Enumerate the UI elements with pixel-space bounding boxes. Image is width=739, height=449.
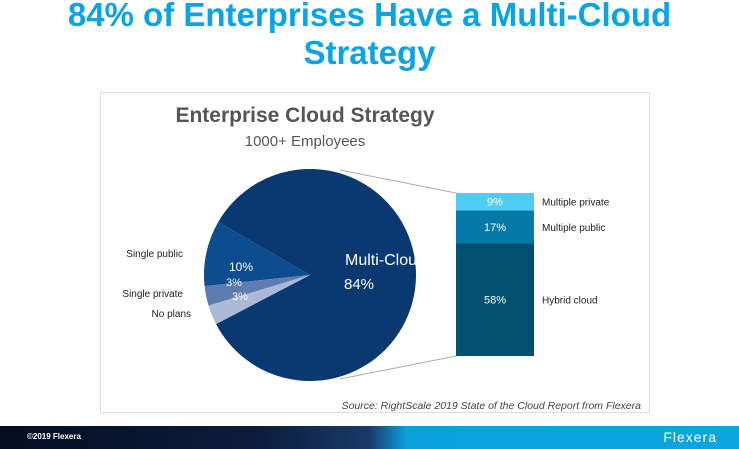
chart-subtitle: 1000+ Employees (245, 133, 366, 150)
slice-value-multi-cloud: 84% (344, 276, 374, 293)
bar-segment-label: Multiple private (542, 198, 610, 209)
bar-segment-value: 17% (484, 222, 506, 234)
slice-label: No plans (152, 309, 191, 320)
bar-segment-value: 9% (487, 197, 503, 209)
pie-slice-multi-cloud (216, 169, 416, 381)
slice-value: 10% (229, 260, 253, 274)
bar-segment-label: Hybrid cloud (542, 296, 598, 307)
bar-segment-multiple-private (456, 193, 534, 211)
bar-segment-label: Multiple public (542, 223, 605, 234)
connector-line-bottom (339, 355, 457, 380)
connector-line-top (339, 169, 457, 194)
pie-slice-no-plans (208, 275, 310, 325)
chart-card: Enterprise Cloud Strategy 1000+ Employee… (100, 92, 650, 413)
pie-slice-single-private (204, 275, 310, 306)
footer-bar: ©2019 Flexera Flexera (0, 426, 739, 449)
chart-source: Source: RightScale 2019 State of the Clo… (342, 400, 642, 412)
chart-title: Enterprise Cloud Strategy (175, 104, 434, 127)
slice-value: 3% (232, 291, 248, 303)
slice-value: 3% (226, 277, 242, 289)
bar-segment-multiple-public (456, 210, 534, 244)
slice-label: Single private (122, 289, 183, 300)
slide-title: 84% of Enterprises Have a Multi-Cloud St… (67, 0, 672, 71)
copyright: ©2019 Flexera (27, 432, 81, 441)
pie-chart: Enterprise Cloud Strategy 1000+ Employee… (122, 104, 642, 412)
slice-label: Single public (126, 249, 183, 260)
pie-slice-single-public (204, 222, 310, 287)
slice-label-multi-cloud: Multi-Cloud (345, 252, 426, 269)
bar-segment-hybrid-cloud (456, 243, 534, 356)
flexera-logo: Flexera (663, 429, 717, 445)
bar-segment-value: 58% (484, 295, 506, 307)
